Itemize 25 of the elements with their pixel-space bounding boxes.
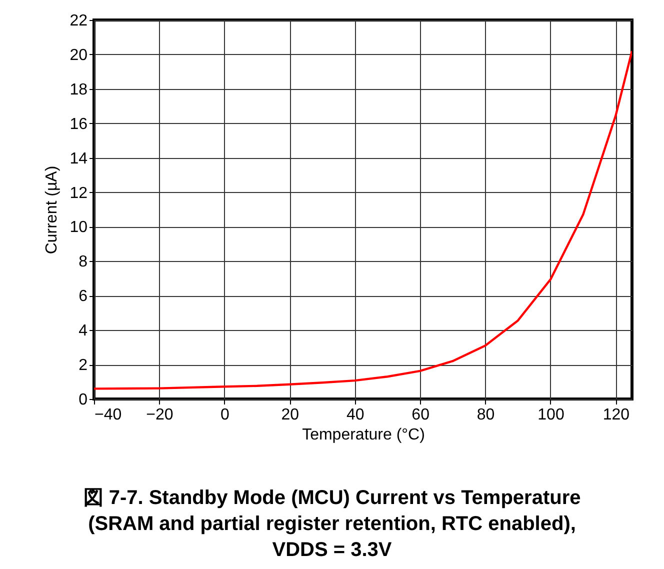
y-tick-label: 16: [70, 116, 88, 133]
x-tick-label: 120: [602, 406, 630, 424]
x-tick-label: −20: [146, 406, 174, 424]
y-tick-label: 18: [70, 81, 88, 98]
y-tick-label: 20: [70, 46, 88, 64]
y-tick-label: 14: [70, 150, 88, 168]
x-tick-label: 100: [538, 406, 564, 424]
y-tick-label: 8: [78, 254, 88, 271]
y-tick-label: 10: [70, 219, 88, 236]
x-axis-title: Temperature (°C): [302, 426, 425, 444]
x-tick-label: 60: [412, 406, 430, 424]
y-axis-title: Current (µA): [44, 166, 61, 254]
y-tick-label: 2: [78, 357, 88, 374]
y-tick-label: 22: [70, 12, 88, 30]
y-tick-label: 6: [78, 288, 88, 306]
y-tick-label: 4: [78, 322, 88, 340]
y-tick-label: 0: [78, 392, 88, 408]
text: 図 7-7. Standby Mode (MCU) Current vs Temperature (SRAM and partial register retention, RTC enabled), VDDS = 3.3V: [83, 487, 581, 561]
y-tick-label: 12: [70, 184, 88, 202]
x-tick-label: −40: [94, 406, 122, 424]
x-tick-label: 20: [281, 406, 300, 424]
x-tick-label: 40: [346, 406, 364, 424]
line-series: [94, 50, 632, 390]
x-tick-label: 0: [220, 406, 230, 424]
x-tick-label: 80: [476, 406, 495, 424]
